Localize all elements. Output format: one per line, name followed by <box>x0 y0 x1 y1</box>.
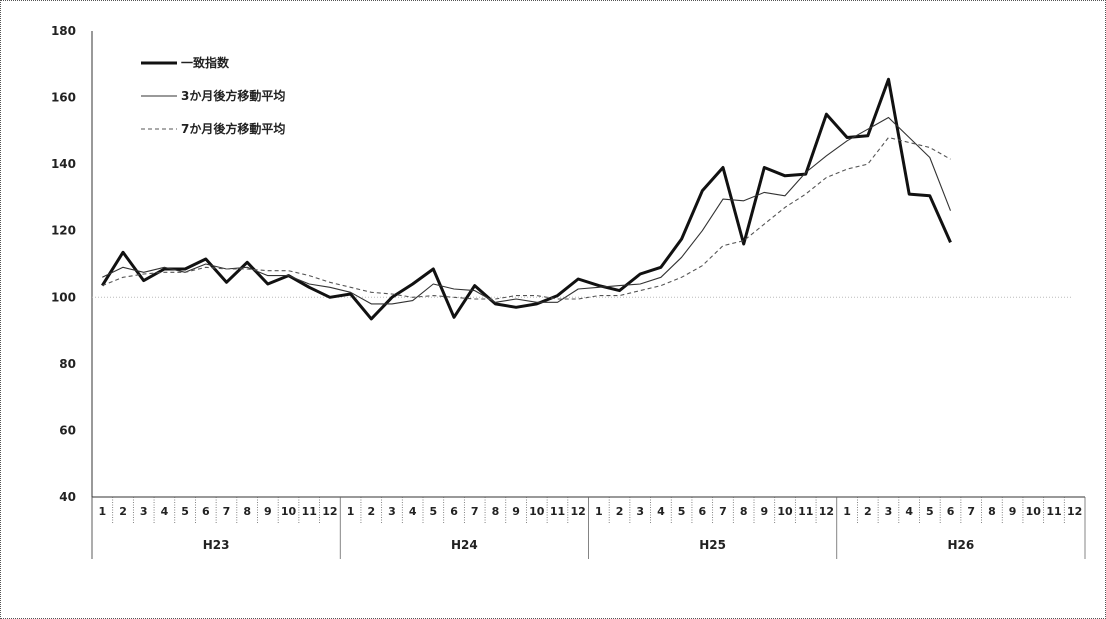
x-tick-label: 3 <box>636 505 644 518</box>
x-tick-label: 4 <box>409 505 417 518</box>
y-tick-label: 40 <box>59 490 76 504</box>
year-label: H23 <box>203 538 230 552</box>
x-tick-label: 11 <box>550 505 565 518</box>
x-tick-label: 4 <box>657 505 665 518</box>
x-tick-label: 10 <box>529 505 545 518</box>
year-label: H24 <box>451 538 478 552</box>
x-tick-label: 5 <box>181 505 189 518</box>
year-label: H25 <box>699 538 726 552</box>
y-tick-label: 140 <box>51 157 76 171</box>
y-tick-label: 120 <box>51 224 76 238</box>
series-line-2 <box>102 116 952 305</box>
series-line-3 <box>102 136 951 300</box>
x-tick-label: 4 <box>161 505 169 518</box>
x-tick-label: 9 <box>1009 505 1017 518</box>
x-tick-label: 7 <box>967 505 975 518</box>
x-tick-label: 8 <box>243 505 251 518</box>
y-tick-label: 100 <box>51 290 76 304</box>
y-tick-label: 80 <box>59 357 76 371</box>
x-tick-label: 8 <box>492 505 500 518</box>
x-tick-label: 1 <box>843 505 851 518</box>
legend-label-2: 3か月後方移動平均 <box>181 88 285 103</box>
x-tick-label: 3 <box>885 505 893 518</box>
x-tick-label: 12 <box>819 505 834 518</box>
x-tick-label: 11 <box>302 505 317 518</box>
x-tick-label: 1 <box>595 505 603 518</box>
x-tick-label: 7 <box>471 505 479 518</box>
x-tick-label: 4 <box>905 505 913 518</box>
x-tick-label: 6 <box>450 505 458 518</box>
x-tick-label: 1 <box>347 505 355 518</box>
x-tick-label: 12 <box>571 505 586 518</box>
x-tick-label: 2 <box>864 505 872 518</box>
x-tick-label: 6 <box>947 505 955 518</box>
x-tick-label: 3 <box>140 505 148 518</box>
x-tick-label: 8 <box>988 505 996 518</box>
x-tick-label: 11 <box>1046 505 1061 518</box>
legend-label-1: 一致指数 <box>181 55 230 70</box>
x-tick-label: 6 <box>202 505 210 518</box>
year-label: H26 <box>948 538 975 552</box>
x-tick-label: 6 <box>698 505 706 518</box>
series-line-1 <box>101 77 952 321</box>
x-tick-label: 9 <box>512 505 520 518</box>
legend-label-3: 7か月後方移動平均 <box>181 121 285 136</box>
x-tick-label: 2 <box>367 505 375 518</box>
x-tick-label: 9 <box>264 505 272 518</box>
x-tick-label: 9 <box>761 505 769 518</box>
x-tick-label: 12 <box>322 505 337 518</box>
x-tick-label: 7 <box>719 505 727 518</box>
x-tick-label: 2 <box>616 505 624 518</box>
y-tick-label: 180 <box>51 24 76 38</box>
x-tick-label: 10 <box>777 505 793 518</box>
x-tick-label: 1 <box>99 505 107 518</box>
x-tick-label: 5 <box>678 505 686 518</box>
x-tick-label: 3 <box>388 505 396 518</box>
x-tick-label: 10 <box>1026 505 1042 518</box>
x-tick-label: 10 <box>281 505 297 518</box>
x-tick-label: 7 <box>223 505 231 518</box>
y-tick-label: 160 <box>51 91 76 105</box>
x-tick-label: 11 <box>798 505 813 518</box>
y-tick-label: 60 <box>59 423 76 437</box>
x-tick-label: 12 <box>1067 505 1082 518</box>
x-tick-label: 2 <box>119 505 127 518</box>
x-tick-label: 8 <box>740 505 748 518</box>
x-tick-label: 5 <box>430 505 438 518</box>
x-tick-label: 5 <box>926 505 934 518</box>
